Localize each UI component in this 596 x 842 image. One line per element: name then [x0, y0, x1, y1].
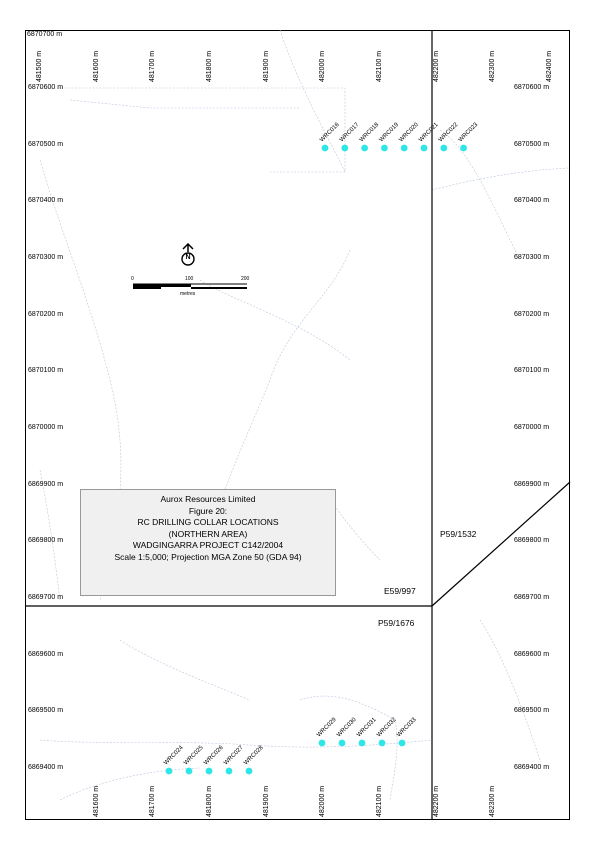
drill-hole-marker [358, 739, 366, 747]
northing-left-label: 6870000 m [28, 423, 64, 431]
drill-hole-marker [165, 767, 173, 775]
scale-bar: 0 100 200 metres [130, 276, 250, 306]
northing-right-label: 6869700 m [514, 593, 550, 601]
easting-top-label: 482200 m [432, 50, 440, 82]
easting-bottom-label: 481900 m [262, 785, 270, 817]
tenement-label-p59-1532: P59/1532 [440, 529, 477, 539]
easting-bottom-label: 481800 m [205, 785, 213, 817]
north-arrow: N [180, 242, 196, 269]
easting-top-label: 482000 m [319, 50, 327, 82]
northing-right-label: 6870600 m [514, 84, 550, 91]
drill-hole-marker [225, 767, 233, 775]
northing-right-label: 6870000 m [514, 423, 550, 431]
easting-top-label: 481900 m [262, 50, 270, 82]
drill-hole-marker [318, 739, 326, 747]
drill-hole-marker [440, 144, 448, 152]
easting-top-label: 482400 m [545, 50, 553, 82]
easting-top-label: 482300 m [489, 50, 497, 82]
easting-bottom-label: 482000 m [319, 785, 327, 817]
easting-top-label: 481600 m [92, 50, 100, 82]
scale-bar-graphic [133, 283, 247, 289]
easting-bottom-label: 482100 m [375, 785, 383, 817]
title-block: Aurox Resources Limited Figure 20: RC DR… [80, 489, 336, 596]
easting-bottom-label: 482300 m [489, 785, 497, 817]
northing-left-label: 6870100 m [28, 367, 64, 375]
northing-left-label: 6870200 m [28, 310, 64, 318]
easting-bottom-label: 481600 m [92, 785, 100, 817]
drill-hole-marker [378, 739, 386, 747]
northing-left-label: 6869400 m [28, 763, 64, 771]
tenement-label-p59-1676: P59/1676 [378, 618, 415, 628]
easting-top-label: 481800 m [205, 50, 213, 82]
northing-right-label: 6870400 m [514, 197, 550, 205]
easting-top-label: 481700 m [149, 50, 157, 82]
title-main: RC DRILLING COLLAR LOCATIONS [137, 517, 279, 527]
frame-corner-label: 6870700 m [27, 31, 63, 38]
northing-left-label: 6869900 m [28, 480, 64, 488]
northing-right-label: 6869500 m [514, 707, 550, 715]
drill-hole-marker [381, 144, 388, 152]
drill-hole-marker [341, 144, 349, 152]
northing-left-label: 6870600 m [28, 84, 64, 91]
northing-left-label: 6869600 m [28, 650, 64, 658]
scale-tick-0: 0 [131, 276, 134, 282]
northing-left-label: 6870300 m [28, 253, 64, 261]
title-scale: Scale 1:5,000; Projection MGA Zone 50 (G… [114, 551, 302, 562]
scale-tick-200: 200 [241, 276, 250, 282]
title-figure: Figure 20: [188, 505, 228, 516]
northing-right-label: 6870500 m [514, 140, 550, 148]
drill-hole-marker [398, 739, 406, 747]
easting-top-label: 482100 m [375, 50, 383, 82]
northing-left-label: 6869700 m [28, 593, 64, 601]
northing-left-label: 6870500 m [28, 140, 64, 148]
map-frame [25, 30, 570, 820]
title-area: (NORTHERN AREA) [168, 528, 248, 539]
northing-right-label: 6869400 m [514, 763, 550, 771]
northing-left-label: 6870400 m [28, 197, 64, 205]
easting-top-label: 481500 m [36, 50, 43, 82]
northing-right-label: 6870100 m [514, 367, 550, 375]
drill-hole-marker [420, 144, 428, 152]
northing-left-label: 6869800 m [28, 537, 64, 545]
drill-hole-marker [338, 739, 346, 747]
northing-left-label: 6869500 m [28, 707, 64, 715]
drill-hole-marker [400, 144, 408, 152]
northing-right-label: 6869600 m [514, 650, 550, 658]
northing-right-label: 6869900 m [514, 480, 550, 488]
tenement-label-e59-997: E59/997 [384, 586, 416, 596]
easting-bottom-label: 481700 m [149, 785, 157, 817]
drill-hole-marker [361, 144, 368, 152]
tenement-boundaries [25, 30, 571, 820]
northing-right-label: 6869800 m [514, 537, 550, 545]
drill-hole-marker [460, 144, 467, 152]
northing-right-label: 6870300 m [514, 253, 550, 261]
title-company: Aurox Resources Limited [160, 494, 256, 504]
scale-tick-100: 100 [185, 276, 194, 282]
title-project: WADGINGARRA PROJECT C142/2004 [132, 540, 284, 550]
northing-right-label: 6870200 m [514, 310, 550, 318]
drill-hole-marker [205, 767, 213, 775]
scale-unit: metres [180, 291, 196, 297]
north-arrow-letter: N [185, 254, 191, 261]
drill-hole-marker [321, 144, 329, 152]
north-arrow-icon [181, 242, 195, 266]
drill-hole-marker [185, 767, 193, 775]
easting-bottom-label: 482200 m [432, 785, 440, 817]
drill-hole-marker [245, 767, 253, 775]
